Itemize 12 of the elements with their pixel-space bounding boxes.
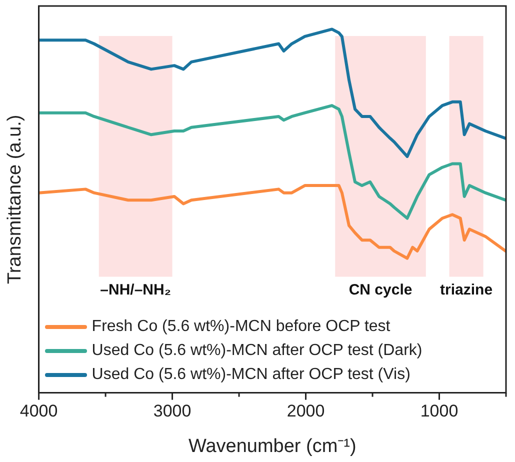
band-label: triazine — [440, 281, 493, 298]
y-axis-title: Transmittance (a.u.) — [4, 114, 26, 284]
legend-label: Used Co (5.6 wt%)-MCN after OCP test (Vis) — [92, 364, 410, 385]
band-label: CN cycle — [348, 281, 412, 298]
x-axis-title: Wavenumber (cm⁻¹) — [188, 436, 356, 457]
legend-label: Fresh Co (5.6 wt%)-MCN before OCP test — [92, 316, 390, 337]
legend-label: Used Co (5.6 wt%)-MCN after OCP test (Dark) — [92, 340, 422, 361]
x-tick-label: 3000 — [153, 402, 192, 421]
x-tick-label: 2000 — [286, 402, 325, 421]
band-label: –NH/–NH₂ — [100, 281, 172, 298]
x-tick-label: 4000 — [20, 402, 58, 421]
x-tick-label: 1000 — [420, 402, 458, 421]
